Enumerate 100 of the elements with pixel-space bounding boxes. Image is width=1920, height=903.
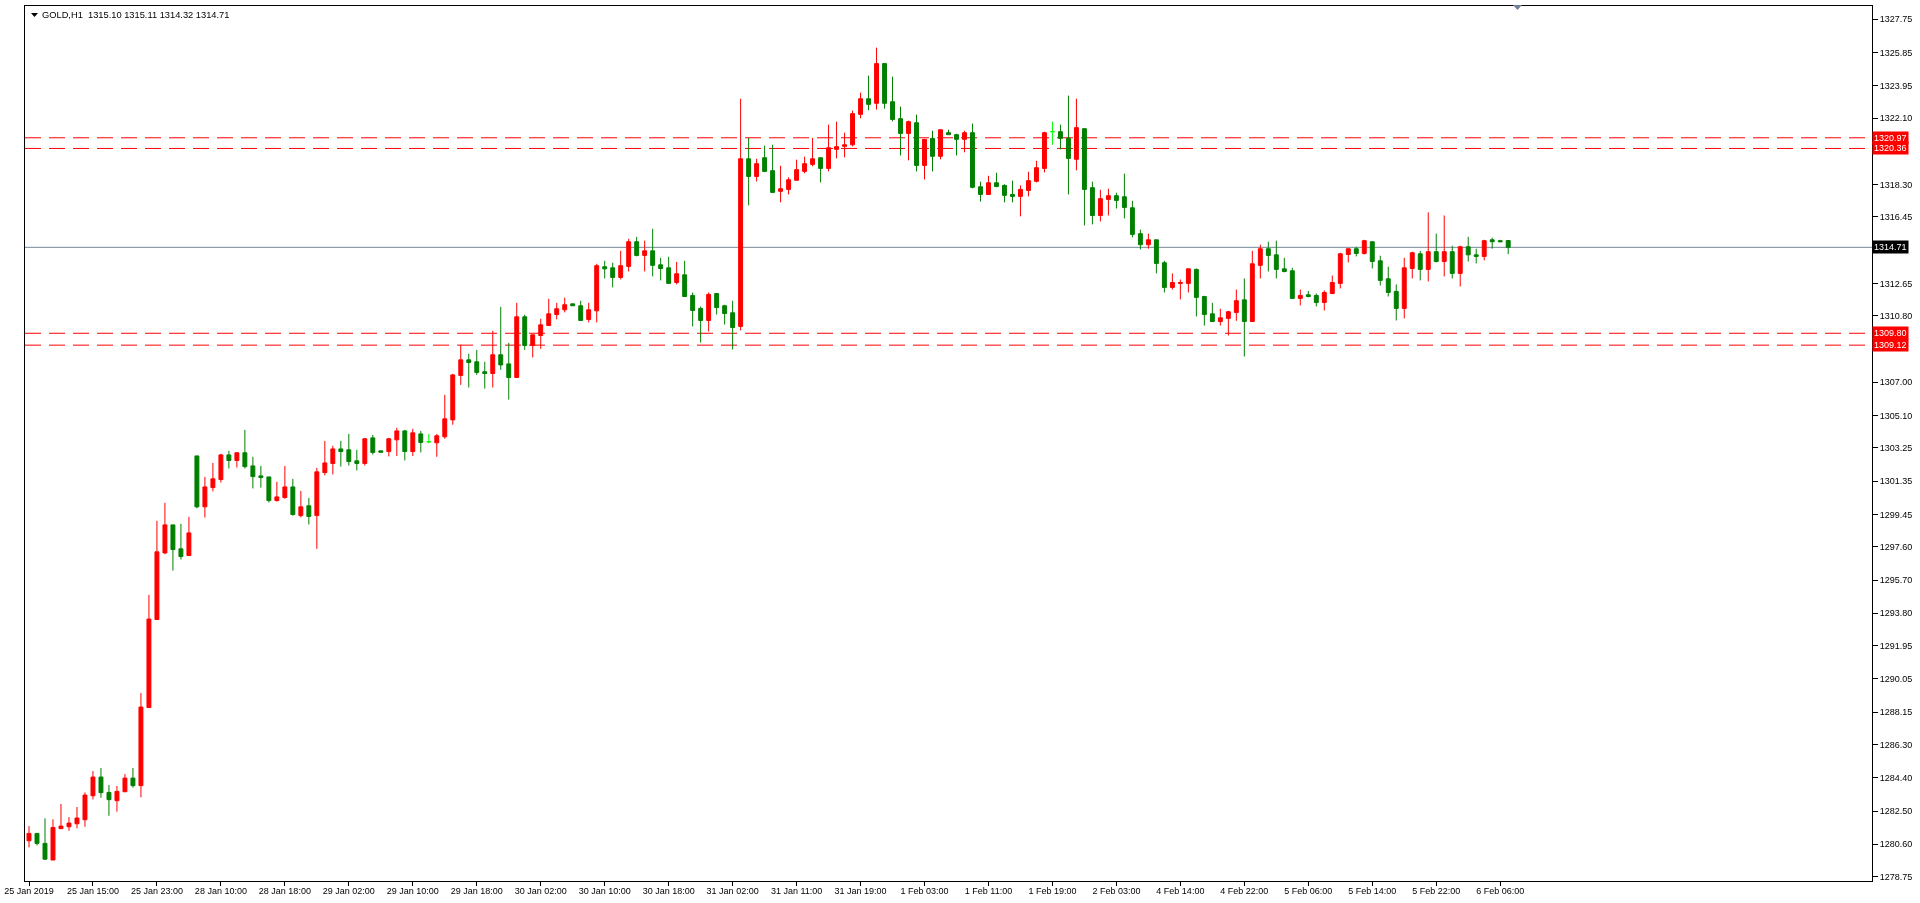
x-tick-label: 29 Jan 10:00	[386, 885, 439, 896]
candlestick	[282, 465, 288, 500]
candlestick	[346, 433, 352, 467]
x-tick-label: 4 Feb 14:00	[1156, 885, 1205, 896]
candlestick	[1169, 272, 1175, 290]
candlestick	[1105, 188, 1111, 216]
x-tick-label: 31 Jan 11:00	[770, 885, 823, 896]
candlestick	[338, 440, 344, 468]
candlestick	[570, 303, 576, 307]
candlestick	[498, 306, 504, 371]
candlestick	[434, 433, 440, 458]
candlestick	[306, 497, 312, 526]
candlestick	[178, 523, 184, 561]
x-tick-label: 5 Feb 06:00	[1284, 885, 1333, 896]
candlestick	[354, 449, 360, 471]
y-tick-label: 1303.25	[1879, 443, 1913, 454]
candlestick	[738, 98, 744, 331]
candlestick	[770, 144, 776, 193]
candlestick	[578, 300, 584, 321]
candlestick	[1473, 248, 1479, 264]
x-tick-label: 25 Jan 23:00	[130, 885, 183, 896]
candlestick	[1281, 257, 1287, 273]
candlestick	[858, 92, 864, 119]
candlestick	[394, 427, 400, 457]
candlestick	[258, 465, 264, 489]
candlestick	[170, 524, 176, 572]
candlestick	[762, 145, 768, 173]
candlestick	[1057, 124, 1063, 150]
candlestick	[666, 256, 672, 284]
candlestick	[650, 228, 656, 277]
candlestick	[930, 130, 935, 172]
y-tick-label: 1280.60	[1879, 839, 1913, 850]
x-tick-label: 25 Jan 2019	[4, 885, 54, 896]
x-tick-label: 30 Jan 10:00	[578, 885, 631, 896]
candlestick	[482, 361, 488, 390]
candlestick	[378, 450, 384, 453]
candlestick	[882, 63, 887, 110]
candlestick	[1033, 160, 1039, 183]
candlestick	[210, 462, 216, 492]
candlestick	[866, 75, 871, 111]
y-tick-label: 1291.95	[1879, 640, 1913, 651]
candlestick	[754, 158, 760, 182]
x-tick-label: 1 Feb 03:00	[900, 885, 949, 896]
candlestick	[234, 452, 240, 468]
candlestick	[1249, 250, 1255, 323]
y-tick-label: 1322.10	[1879, 113, 1913, 124]
candlestick	[1185, 268, 1191, 293]
y-tick-label: 1284.40	[1879, 772, 1913, 783]
y-tick-label: 1290.05	[1879, 674, 1913, 685]
candlestick	[1449, 245, 1455, 279]
candlestick	[42, 817, 48, 861]
candlestick	[698, 305, 704, 344]
y-tick-label: 1310.80	[1879, 310, 1913, 321]
candlestick	[418, 430, 424, 453]
candlestick	[554, 302, 560, 320]
candlestick	[1289, 267, 1295, 299]
x-tick-label: 30 Jan 02:00	[514, 885, 567, 896]
candlestick	[34, 832, 40, 846]
candlestick	[1201, 295, 1207, 327]
candlestick	[386, 437, 392, 457]
y-tick-label: 1323.95	[1879, 80, 1913, 91]
candlestick	[1233, 289, 1239, 322]
y-tick-label: 1286.30	[1879, 739, 1913, 750]
candlestick	[1425, 211, 1431, 282]
candlestick	[986, 175, 991, 195]
candlestick	[1481, 239, 1487, 261]
candlestick	[82, 791, 88, 828]
candlestick	[1313, 293, 1319, 307]
candlestick	[1018, 184, 1023, 217]
candlestick	[1209, 302, 1215, 323]
candlestick	[154, 520, 160, 621]
candlestick	[1465, 236, 1471, 262]
candlestick	[690, 291, 696, 327]
candlestick	[162, 502, 168, 555]
candlestick	[74, 806, 80, 829]
y-tick-label: 1305.10	[1879, 410, 1913, 421]
candlestick	[1097, 189, 1103, 222]
candlestick	[1002, 183, 1007, 203]
candlestick	[818, 157, 824, 183]
candlestick	[562, 297, 568, 313]
candlestick	[674, 261, 680, 285]
y-tick-label: 1278.75	[1879, 871, 1913, 882]
x-tick-label: 4 Feb 22:00	[1220, 885, 1269, 896]
candlestick	[50, 818, 56, 861]
x-tick-label: 1 Feb 11:00	[964, 885, 1013, 896]
candlestick	[1113, 192, 1119, 209]
candlestick	[1065, 95, 1071, 195]
ref-line-label: 1320.97	[1874, 133, 1907, 143]
candlestick	[626, 238, 632, 272]
candlestick	[1489, 237, 1495, 250]
candlestick	[450, 373, 456, 426]
candlestick	[1241, 277, 1247, 358]
candlestick	[98, 767, 104, 799]
candlestick	[1193, 268, 1199, 317]
candlestick	[970, 123, 975, 189]
x-tick-label: 30 Jan 18:00	[642, 885, 695, 896]
candlestick	[914, 114, 919, 172]
candlestick	[1089, 181, 1095, 225]
candlestick	[1217, 308, 1223, 327]
candlestick	[1010, 180, 1015, 203]
